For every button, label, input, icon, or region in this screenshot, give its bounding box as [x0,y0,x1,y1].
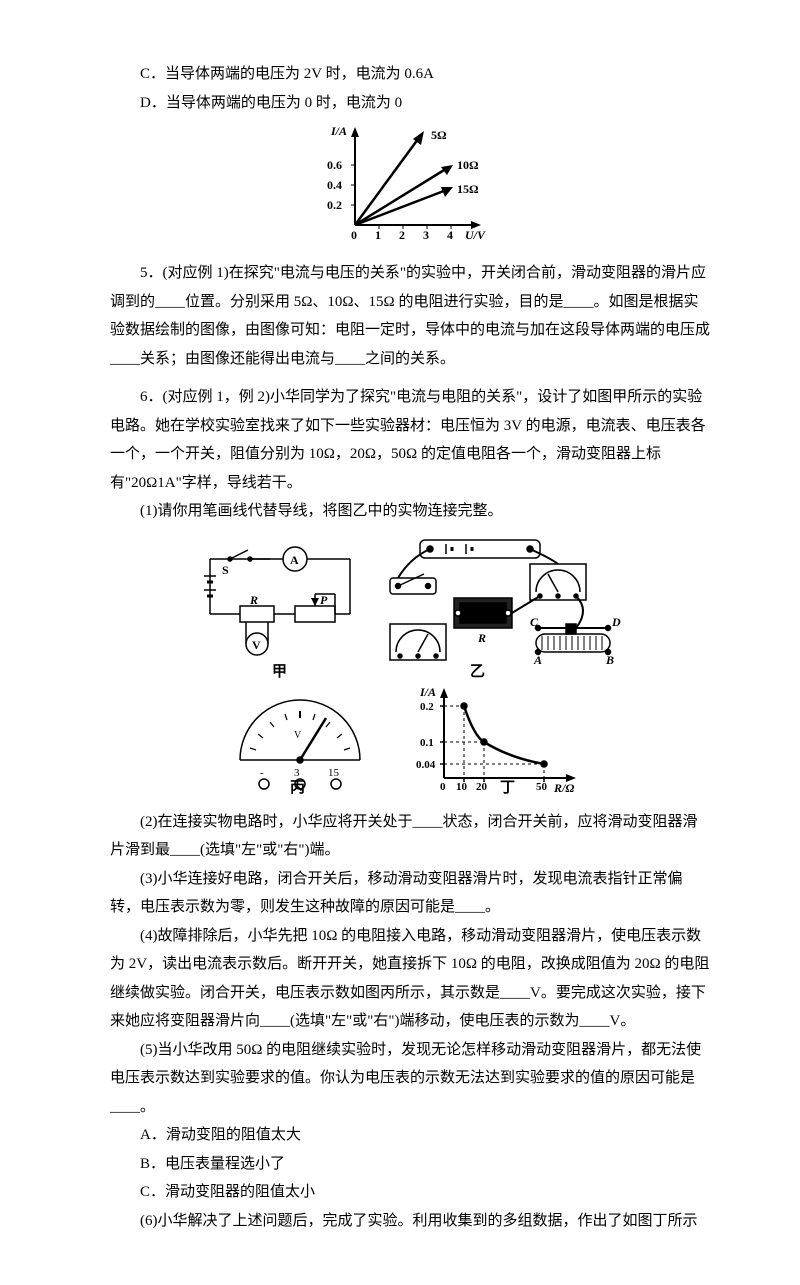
svg-text:R: R [249,593,258,607]
svg-text:V: V [294,730,302,741]
svg-text:-: - [260,767,264,779]
figure-apparatus: S A R P V 甲 [110,534,710,794]
svg-text:C: C [530,615,539,629]
svg-text:2: 2 [399,228,405,242]
svg-text:4: 4 [447,228,453,242]
svg-text:R/Ω: R/Ω [553,781,574,794]
svg-text:D: D [611,615,621,629]
svg-text:0.1: 0.1 [420,737,434,749]
svg-text:I/A: I/A [330,125,347,138]
svg-text:I/A: I/A [419,685,436,699]
q6-p6: (6)小华解决了上述问题后，完成了实验。利用收集到的多组数据，作出了如图丁所示 [110,1207,710,1236]
svg-text:0.6: 0.6 [327,158,342,172]
q5-text: 5．(对应例 1)在探究"电流与电压的关系"的实验中，开关闭合前，滑动变阻器的滑… [110,259,710,373]
svg-text:0: 0 [440,781,446,793]
svg-text:甲: 甲 [272,663,287,680]
svg-text:B: B [605,653,614,667]
svg-text:3: 3 [294,767,300,779]
svg-text:20: 20 [476,781,488,793]
figure-iv-graph: 0.2 0.4 0.6 0 1 2 3 4 I/A U/V 5Ω 10Ω 15Ω [110,125,710,245]
q6-p2: (2)在连接实物电路时，小华应将开关处于____状态，闭合开关前，应将滑动变阻器… [110,808,710,865]
svg-text:V: V [252,638,261,652]
svg-text:S: S [222,563,229,577]
q6-p4: (4)故障排除后，小华先把 10Ω 的电阻接入电路，移动滑动变阻器滑片，使电压表… [110,922,710,1036]
svg-text:P: P [320,593,328,607]
svg-text:15: 15 [328,767,340,779]
svg-text:A: A [290,553,299,567]
svg-text:15Ω: 15Ω [457,182,479,196]
q6-option-c: C．滑动变阻器的阻值太小 [140,1178,710,1207]
svg-text:0: 0 [351,228,357,242]
q4-option-d: D．当导体两端的电压为 0 时，电流为 0 [140,89,710,118]
q6-option-b: B．电压表量程选小了 [140,1150,710,1179]
svg-text:丙: 丙 [290,779,305,794]
q4-option-c: C．当导体两端的电压为 2V 时，电流为 0.6A [140,60,710,89]
svg-text:10Ω: 10Ω [457,158,479,172]
q6-intro: 6．(对应例 1，例 2)小华同学为了探究"电流与电阻的关系"，设计了如图甲所示… [110,383,710,497]
svg-text:丁: 丁 [500,780,515,794]
q6-p3: (3)小华连接好电路，闭合开关后，移动滑动变阻器滑片时，发现电流表指针正常偏转，… [110,865,710,922]
svg-text:0.2: 0.2 [420,701,434,713]
q6-option-a: A．滑动变阻的阻值太大 [140,1121,710,1150]
svg-text:3: 3 [423,228,429,242]
svg-text:R: R [477,631,486,645]
svg-text:50: 50 [536,781,548,793]
q6-p5: (5)当小华改用 50Ω 的电阻继续实验时，发现无论怎样移动滑动变阻器滑片，都无… [110,1036,710,1122]
svg-text:0.04: 0.04 [416,759,436,771]
svg-text:1: 1 [375,228,381,242]
svg-text:乙: 乙 [470,664,485,680]
q6-p1: (1)请你用笔画线代替导线，将图乙中的实物连接完整。 [110,497,710,526]
svg-text:A: A [533,653,542,667]
svg-text:10: 10 [456,781,468,793]
svg-text:U/V: U/V [465,228,486,242]
svg-text:5Ω: 5Ω [431,128,447,142]
svg-text:0.2: 0.2 [327,198,342,212]
svg-text:0.4: 0.4 [327,178,342,192]
